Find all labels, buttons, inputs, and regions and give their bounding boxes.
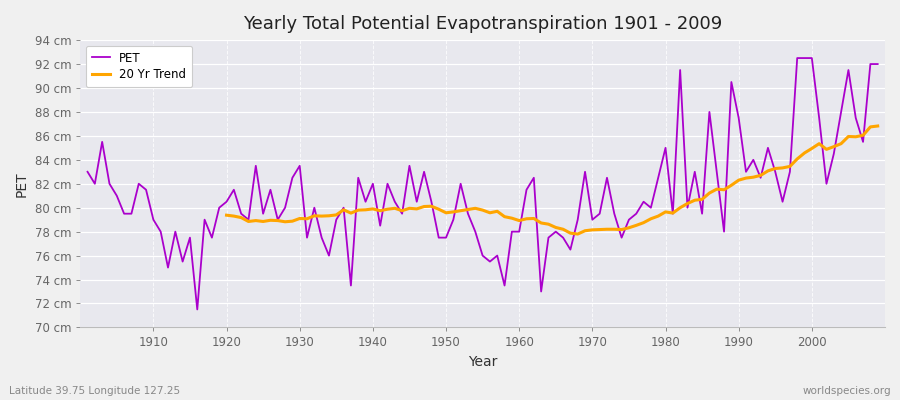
PET xyxy=(872,62,883,66)
PET xyxy=(140,187,151,192)
20 Yr Trend xyxy=(872,124,883,128)
Y-axis label: PET: PET xyxy=(15,171,29,196)
PET xyxy=(82,169,93,174)
Text: Latitude 39.75 Longitude 127.25: Latitude 39.75 Longitude 127.25 xyxy=(9,386,180,396)
20 Yr Trend xyxy=(309,213,320,218)
Legend: PET, 20 Yr Trend: PET, 20 Yr Trend xyxy=(86,46,192,87)
20 Yr Trend xyxy=(221,213,232,218)
20 Yr Trend xyxy=(572,232,583,236)
20 Yr Trend xyxy=(850,134,861,139)
Title: Yearly Total Potential Evapotranspiration 1901 - 2009: Yearly Total Potential Evapotranspiratio… xyxy=(243,15,722,33)
PET xyxy=(353,175,364,180)
PET xyxy=(521,187,532,192)
PET xyxy=(309,205,320,210)
20 Yr Trend xyxy=(682,201,693,206)
20 Yr Trend xyxy=(785,164,796,169)
20 Yr Trend xyxy=(770,166,780,171)
PET xyxy=(192,307,202,312)
Text: worldspecies.org: worldspecies.org xyxy=(803,386,891,396)
X-axis label: Year: Year xyxy=(468,355,498,369)
Line: 20 Yr Trend: 20 Yr Trend xyxy=(227,126,878,234)
Line: PET: PET xyxy=(87,58,878,310)
20 Yr Trend xyxy=(418,204,429,209)
PET xyxy=(514,229,525,234)
PET xyxy=(609,211,620,216)
PET xyxy=(792,56,803,60)
